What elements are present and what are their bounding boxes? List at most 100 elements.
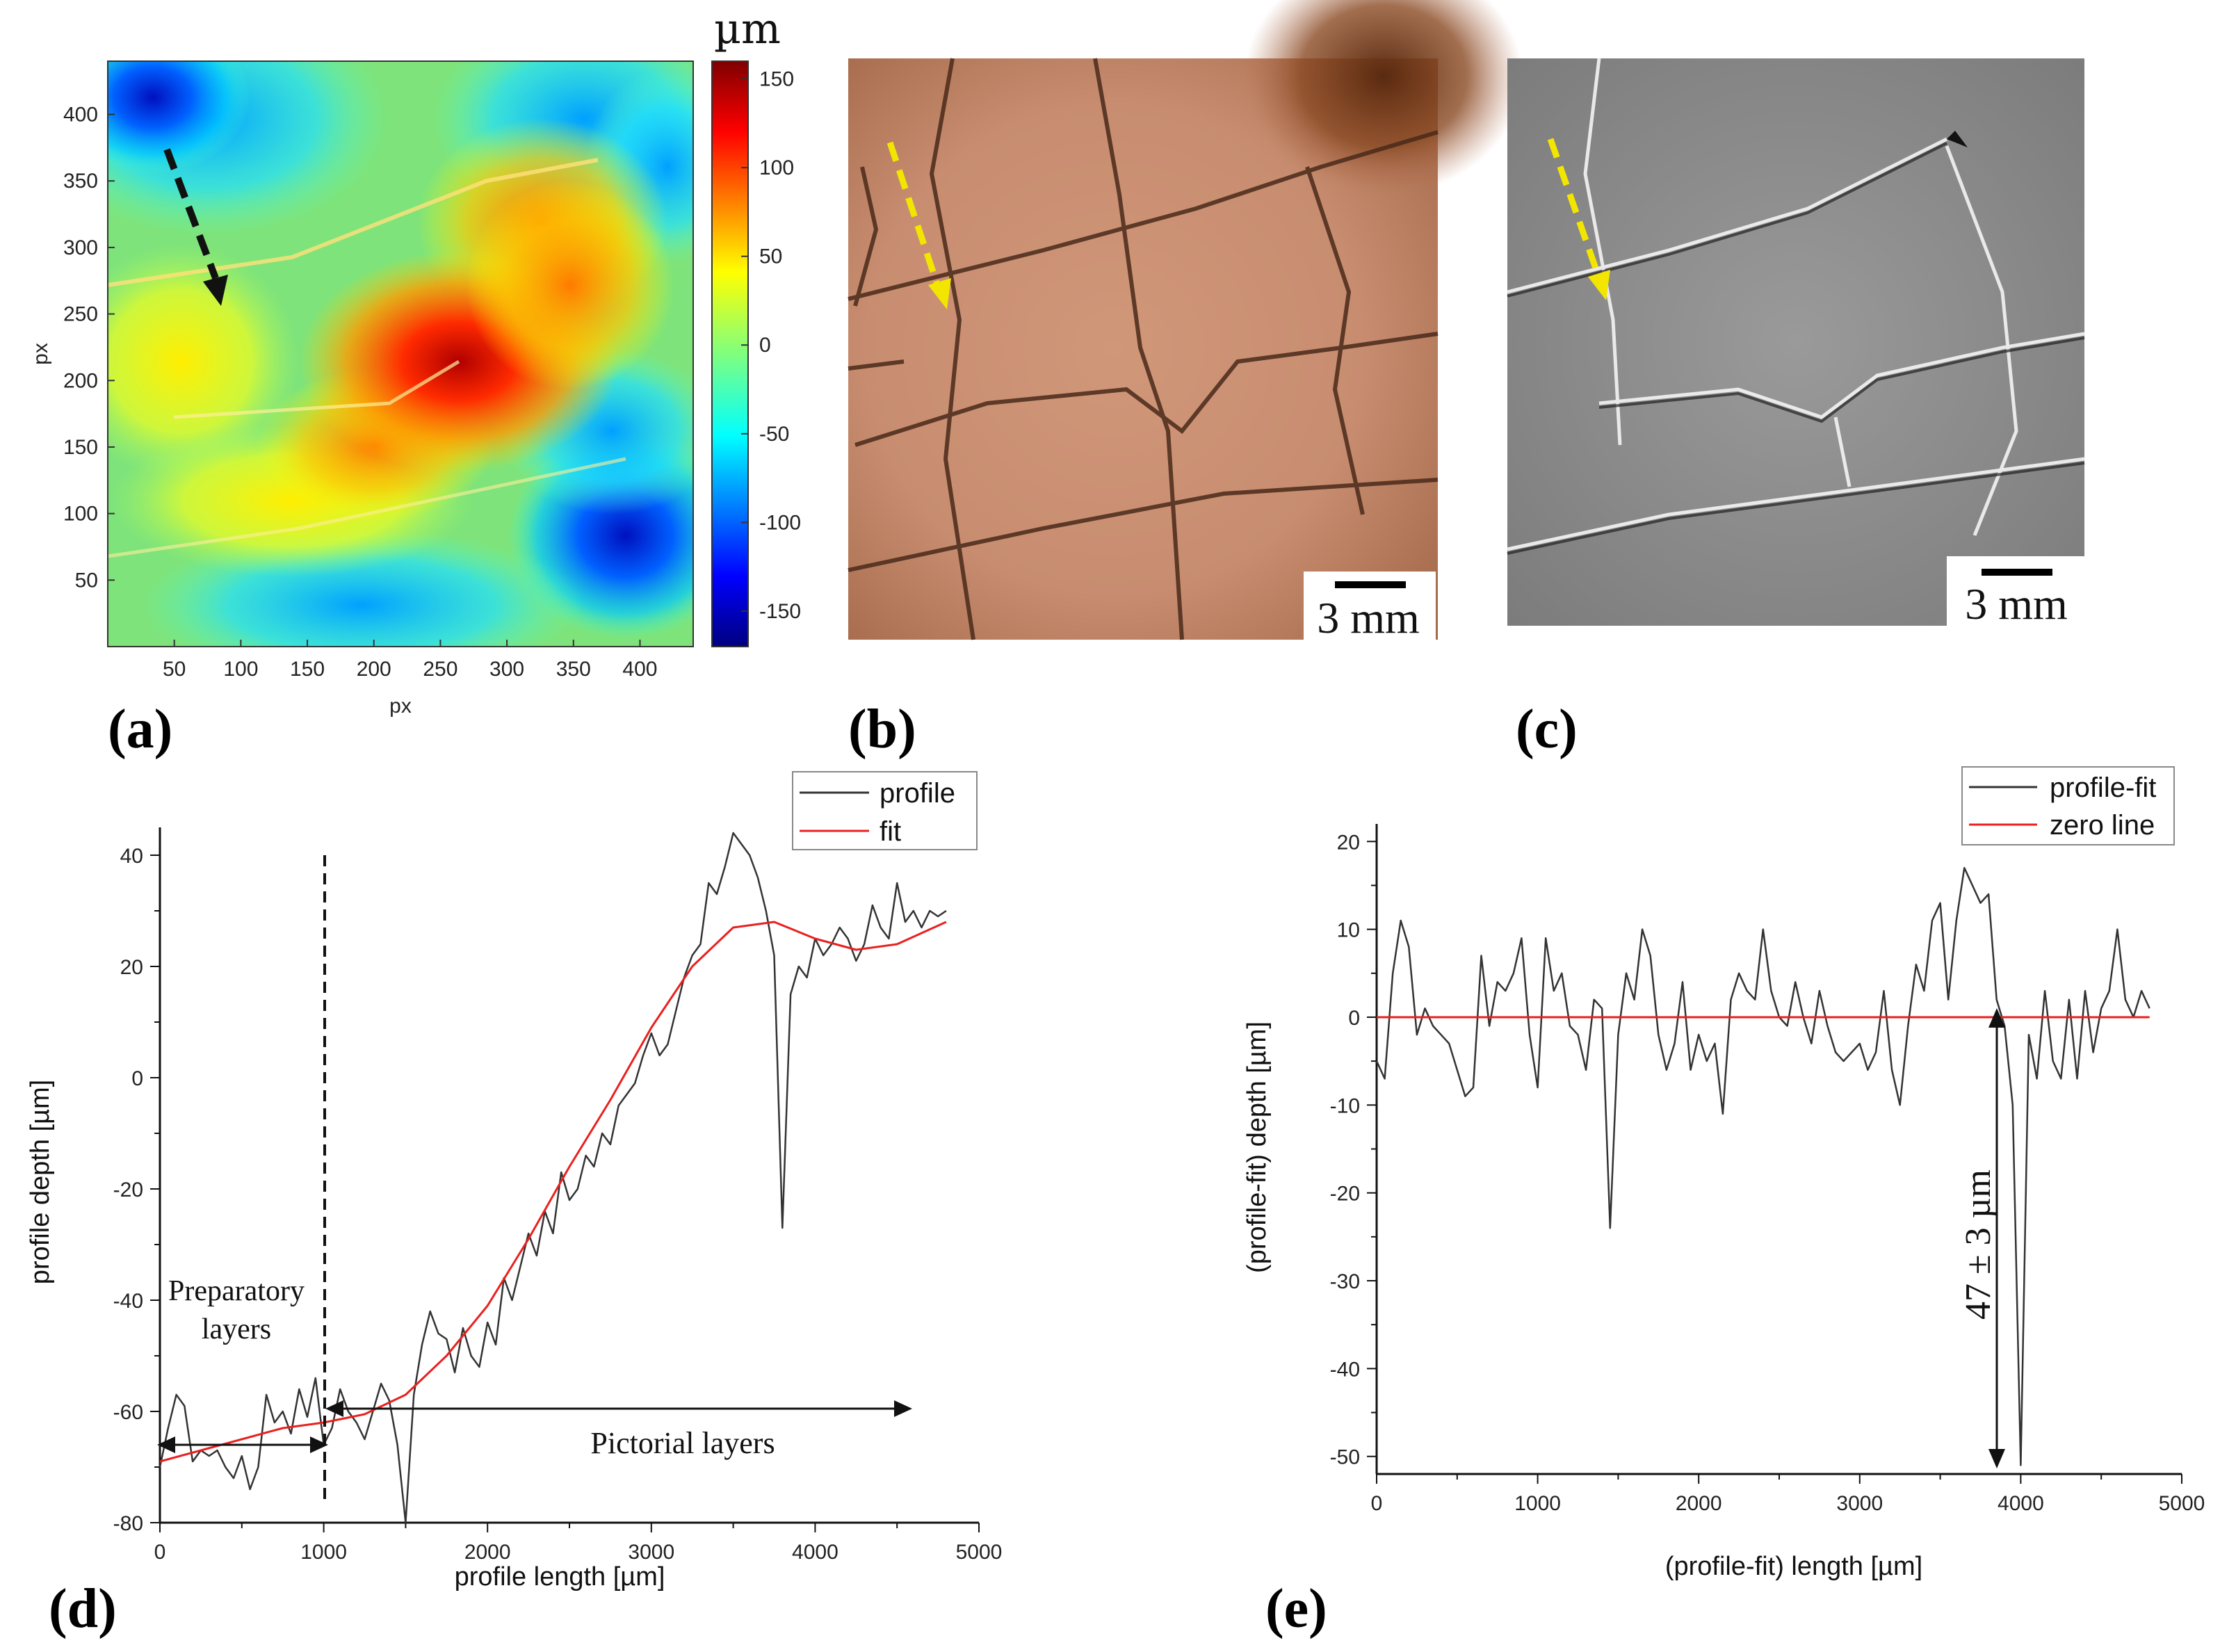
chart-e-x-tick-label: 5000 [2159,1492,2205,1515]
legend-zero-line: zero line [2050,810,2155,841]
chart-e-y-tick-label: 0 [1348,1007,1360,1030]
chart-d-x-tick-label: 0 [154,1541,166,1564]
heatmap-y-tick-label: 250 [63,303,98,326]
chart-e-y-tick-label: -40 [1330,1358,1360,1381]
chart-d-y-tick-label: -60 [113,1401,143,1424]
colorbar-tick-label: -100 [759,511,801,534]
annotation-preparatory: Preparatory [168,1275,305,1307]
heatmap-x-tick-label: 50 [163,658,186,681]
chart-e-x-tick-label: 3000 [1836,1492,1883,1515]
legend-profile-fit: profile-fit [2050,772,2156,803]
chart-e-y-tick-label: -10 [1330,1094,1360,1117]
chart-d-y-tick-label: -20 [113,1179,143,1201]
chart-d-xlabel: profile length [µm] [455,1562,665,1592]
heatmap-x-tick-label: 250 [423,658,457,681]
chart-d-y-tick-label: -80 [113,1512,143,1535]
colorbar-tick-label: 150 [759,68,794,91]
chart-e-x-tick-label: 0 [1371,1492,1383,1515]
arrow-head-yellow-b [928,278,951,309]
panel-label-a: (a) [108,699,172,760]
heatmap-x-tick-label: 150 [290,658,325,681]
arrow-head-yellow-c [1588,270,1610,300]
colorbar-tick-label: -150 [759,600,801,623]
heatmap-y-tick-label: 150 [63,436,98,459]
scale-label-c: 3 mm [1965,579,2068,629]
chart-e-legend: profile-fit zero line [1961,766,2175,845]
heatmap-y-tick-label: 50 [75,569,98,592]
panel-a-heatmap: 50 100 150 200 250 300 350 400 400 350 300 250 200 1… [29,5,801,760]
chart-d-legend: profile fit [792,771,978,850]
chart-d-x-tick-label: 4000 [792,1541,838,1564]
chart-d-series-fit [159,921,947,1463]
panel-label-d: (d) [49,1578,117,1639]
annotation-pictorial: Pictorial layers [590,1426,775,1460]
scale-bar-c [1982,569,2052,576]
chart-d-y-tick-label: -40 [113,1290,143,1313]
chart-d-series-profile [159,832,947,1524]
panel-b-photo: 3 mm (b) [848,0,1523,760]
colorbar-tick-label: 0 [759,334,771,357]
chart-d-y-tick-label: 0 [131,1067,143,1090]
panel-e-chart: 0 1000 2000 3000 4000 5000 -50 -40 -30 -20 -10 0 10 2… [1242,766,2205,1639]
chart-e-series [1375,866,2150,1466]
heatmap-y-tick-label: 100 [63,503,98,526]
chart-d-series [159,832,947,1524]
heatmap-y-tick-label: 350 [63,170,98,193]
chart-e-x-tick-label: 2000 [1676,1492,1722,1515]
colorbar-tick-label: 100 [759,156,794,179]
colorbar-ticks: 150 100 50 0 -50 -100 -150 [741,68,801,623]
heatmap-y-ticks: 400 350 300 250 200 150 100 50 [63,104,115,592]
chart-e-y-tick-label: -30 [1330,1270,1360,1293]
chart-e-ylabel: (profile-fit) depth [µm] [1242,1021,1272,1273]
panel-label-b: (b) [848,699,916,760]
chart-e-x-tick-label: 4000 [1998,1492,2044,1515]
annotation-layers: layers [202,1313,271,1345]
chart-e-series-profile-fit [1375,866,2150,1466]
chart-e-y-tick-label: -20 [1330,1183,1360,1206]
panel-label-c: (c) [1516,699,1578,760]
heatmap-y-tick-label: 200 [63,369,98,392]
heatmap-x-tick-label: 350 [556,658,591,681]
chart-e-annotation: 47 ± 3 µm [1959,1008,2005,1468]
chart-d-y-tick-label: 20 [120,956,143,979]
chart-d-ylabel: profile depth [µm] [26,1080,55,1284]
heatmap-x-tick-label: 400 [622,658,657,681]
scale-label-b: 3 mm [1317,593,1420,642]
chart-e-y-tick-label: -50 [1330,1446,1360,1469]
heatmap-x-tick-label: 300 [489,658,524,681]
heatmap-x-tick-label: 100 [223,658,258,681]
colorbar-tick-label: -50 [759,423,789,446]
legend-fit: fit [880,816,901,847]
chart-d-x-tick-label: 5000 [956,1541,1003,1564]
panel-label-e: (e) [1265,1578,1327,1639]
chart-e-y-tick-label: 20 [1337,831,1360,854]
crack-network-b [848,58,1439,640]
heatmap-y-tick-label: 300 [63,236,98,259]
colorbar-tick-label: 50 [759,245,782,268]
heatmap-y-tick-label: 400 [63,104,98,127]
chart-e-xlabel: (profile-fit) length [µm] [1665,1552,1922,1581]
colorbar [711,60,749,647]
scale-bar-b [1335,581,1406,588]
colorbar-unit: µm [714,5,781,54]
heatmap-surface [108,61,693,647]
chart-d-x-tick-label: 1000 [300,1541,347,1564]
chart-e-y-tick-label: 10 [1337,919,1360,942]
arrow-head-black [203,275,228,306]
heatmap-xlabel: px [389,695,412,718]
chart-d-y-tick-label: 40 [120,845,143,868]
chart-e-x-tick-label: 1000 [1514,1492,1561,1515]
heatmap-x-tick-label: 200 [357,658,391,681]
legend-profile: profile [880,778,955,809]
chart-d-annotations: Preparatory layers Pictorial layers [157,855,912,1505]
heatmap-x-ticks: 50 100 150 200 250 300 350 400 [163,640,657,681]
chart-d-x-tick-label: 3000 [628,1541,674,1564]
panel-c-photo: 3 mm (c) [1507,58,2086,760]
heatmap-ylabel: px [29,343,52,365]
chart-d-axes: 0 1000 2000 3000 4000 5000 -80 -60 -40 -20 0 20 40 [113,827,1003,1564]
crack-network-c [1507,58,2085,551]
panel-d-chart: 0 1000 2000 3000 4000 5000 -80 -60 -40 -20 0 20 40 P… [26,771,1003,1639]
depth-annotation: 47 ± 3 µm [1959,1169,1998,1320]
chart-d-x-tick-label: 2000 [464,1541,511,1564]
